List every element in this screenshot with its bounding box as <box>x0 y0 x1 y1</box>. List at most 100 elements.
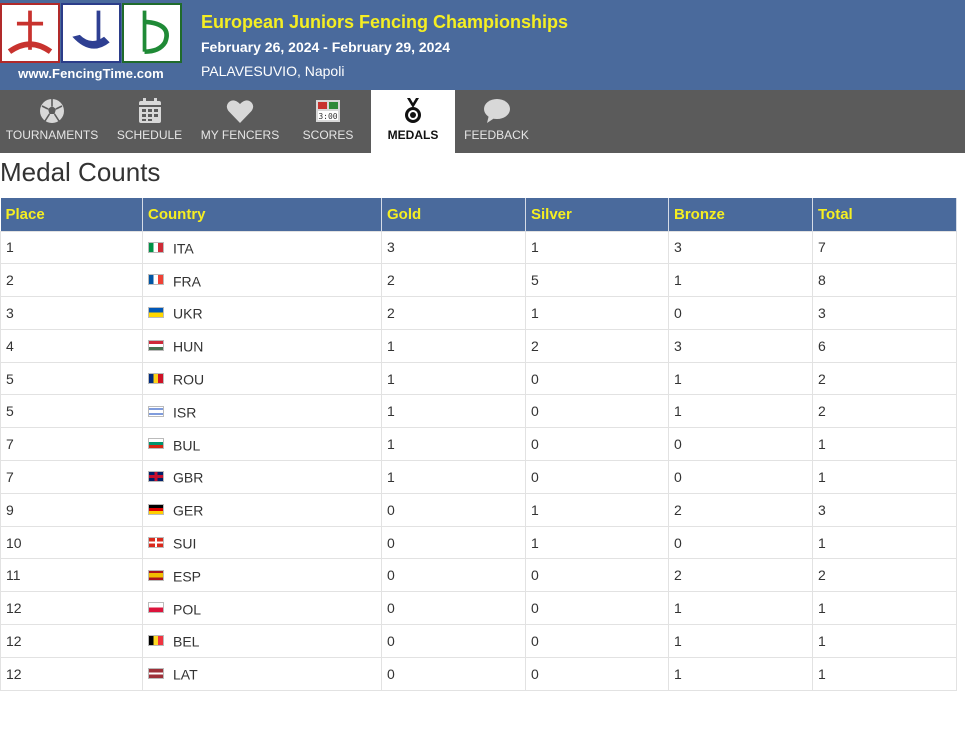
header-gold[interactable]: Gold <box>381 198 526 231</box>
bronze-cell: 3 <box>668 230 813 265</box>
table-row[interactable]: 11 ESP 0 0 2 2 <box>0 558 957 593</box>
belgium-flag-icon <box>148 635 164 647</box>
latvia-flag-icon <box>148 667 164 679</box>
gold-cell: 1 <box>381 394 526 429</box>
country-cell: GBR <box>142 460 382 494</box>
bronze-cell: 1 <box>668 394 813 429</box>
country-code: GBR <box>173 469 204 486</box>
country-code: GER <box>173 502 204 519</box>
country-cell: LAT <box>142 656 382 691</box>
table-header-row: Place Country Gold Silver Bronze Total <box>0 198 957 231</box>
total-cell: 1 <box>812 656 957 691</box>
romania-flag-icon <box>148 372 164 384</box>
place-cell: 7 <box>0 460 143 494</box>
total-cell: 3 <box>812 296 957 330</box>
spain-flag-icon <box>148 569 164 581</box>
total-cell: 3 <box>812 492 957 527</box>
bronze-cell: 1 <box>668 624 813 658</box>
fencingtime-logo[interactable]: www.FencingTime.com <box>0 0 190 88</box>
place-cell: 10 <box>0 525 143 560</box>
italy-flag-icon <box>148 241 164 253</box>
header-silver[interactable]: Silver <box>525 198 669 231</box>
silver-cell: 0 <box>525 624 669 658</box>
total-cell: 6 <box>812 328 957 363</box>
table-row[interactable]: 2 FRA 2 5 1 8 <box>0 263 957 298</box>
bronze-cell: 2 <box>668 492 813 527</box>
header-banner: www.FencingTime.com European Juniors Fen… <box>0 0 965 90</box>
total-cell: 2 <box>812 558 957 593</box>
place-cell: 5 <box>0 394 143 429</box>
gold-cell: 2 <box>381 263 526 298</box>
gold-cell: 0 <box>381 492 526 527</box>
bronze-cell: 2 <box>668 558 813 593</box>
germany-flag-icon <box>148 503 164 515</box>
soccer-ball-icon <box>37 97 67 125</box>
country-cell: ROU <box>142 361 382 396</box>
bulgaria-flag-icon <box>148 438 164 450</box>
country-cell: SUI <box>142 525 382 560</box>
table-row[interactable]: 10 SUI 0 1 0 1 <box>0 525 957 560</box>
silver-cell: 0 <box>525 656 669 691</box>
bronze-cell: 0 <box>668 296 813 330</box>
gold-cell: 0 <box>381 624 526 658</box>
total-cell: 1 <box>812 525 957 560</box>
header-bronze[interactable]: Bronze <box>668 198 813 231</box>
table-row[interactable]: 9 GER 0 1 2 3 <box>0 492 957 527</box>
tab-scores[interactable]: 3:00 SCORES <box>285 90 371 153</box>
uk-flag-icon <box>148 471 164 483</box>
header-country[interactable]: Country <box>142 198 382 231</box>
total-cell: 7 <box>812 230 957 265</box>
tab-tournaments[interactable]: TOURNAMENTS <box>0 90 104 153</box>
country-cell: GER <box>142 492 382 527</box>
silver-cell: 1 <box>525 492 669 527</box>
silver-cell: 0 <box>525 460 669 494</box>
table-row[interactable]: 12 LAT 0 0 1 1 <box>0 656 957 691</box>
place-cell: 4 <box>0 328 143 363</box>
tab-my-fencers[interactable]: MY FENCERS <box>195 90 285 153</box>
table-row[interactable]: 7 GBR 1 0 0 1 <box>0 460 957 494</box>
total-cell: 2 <box>812 361 957 396</box>
gold-cell: 0 <box>381 525 526 560</box>
tab-schedule[interactable]: SCHEDULE <box>104 90 195 153</box>
table-row[interactable]: 4 HUN 1 2 3 6 <box>0 328 957 363</box>
bronze-cell: 1 <box>668 263 813 298</box>
gold-cell: 0 <box>381 656 526 691</box>
silver-cell: 1 <box>525 296 669 330</box>
gold-cell: 0 <box>381 558 526 593</box>
table-row[interactable]: 5 ISR 1 0 1 2 <box>0 394 957 429</box>
country-code: ROU <box>173 371 205 388</box>
table-row[interactable]: 12 BEL 0 0 1 1 <box>0 624 957 658</box>
silver-cell: 5 <box>525 263 669 298</box>
gold-cell: 2 <box>381 296 526 330</box>
total-cell: 1 <box>812 460 957 494</box>
country-cell: HUN <box>142 328 382 363</box>
bronze-cell: 0 <box>668 427 813 462</box>
silver-cell: 1 <box>525 230 669 265</box>
silver-cell: 0 <box>525 591 669 626</box>
header-total[interactable]: Total <box>812 198 957 231</box>
israel-flag-icon <box>148 405 164 417</box>
tab-medals[interactable]: MEDALS <box>371 90 455 153</box>
total-cell: 1 <box>812 624 957 658</box>
table-row[interactable]: 1 ITA 3 1 3 7 <box>0 230 957 265</box>
country-code: ITA <box>173 240 194 257</box>
poland-flag-icon <box>148 602 164 614</box>
table-row[interactable]: 12 POL 0 0 1 1 <box>0 591 957 626</box>
silver-cell: 0 <box>525 361 669 396</box>
header-place[interactable]: Place <box>0 198 143 231</box>
event-title: European Juniors Fencing Championships <box>201 12 569 32</box>
country-code: LAT <box>173 666 198 683</box>
total-cell: 1 <box>812 427 957 462</box>
main-nav: TOURNAMENTS SCHEDULE MY FENCERS <box>0 90 965 153</box>
tab-feedback[interactable]: FEEDBACK <box>455 90 538 153</box>
table-row[interactable]: 5 ROU 1 0 1 2 <box>0 361 957 396</box>
country-cell: BUL <box>142 427 382 462</box>
silver-cell: 0 <box>525 558 669 593</box>
gold-cell: 0 <box>381 591 526 626</box>
table-row[interactable]: 7 BUL 1 0 0 1 <box>0 427 957 462</box>
place-cell: 5 <box>0 361 143 396</box>
silver-cell: 2 <box>525 328 669 363</box>
table-row[interactable]: 3 UKR 2 1 0 3 <box>0 296 957 330</box>
silver-cell: 0 <box>525 427 669 462</box>
medal-table: Place Country Gold Silver Bronze Total 1… <box>0 198 957 691</box>
